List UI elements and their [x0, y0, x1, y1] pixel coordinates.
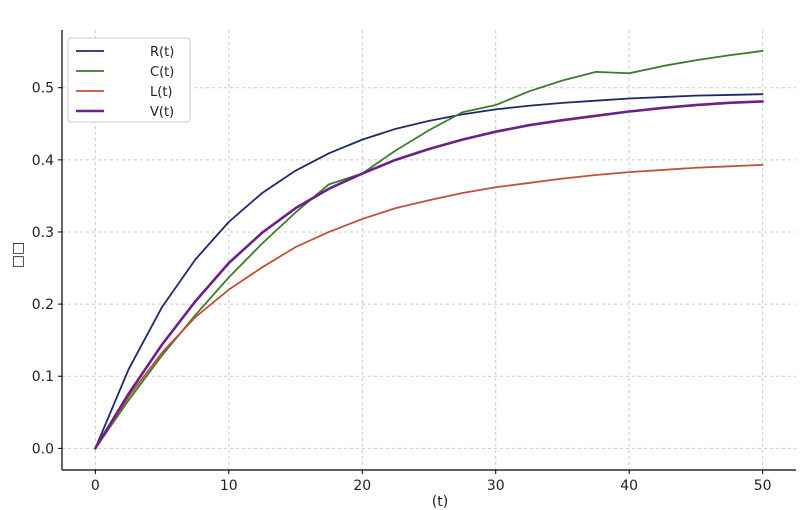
series-lines — [94, 50, 764, 450]
series-line-rt — [94, 93, 764, 450]
grid — [62, 30, 796, 470]
series-line-lt — [94, 163, 764, 450]
x-tick-label: 20 — [353, 478, 371, 494]
tick-labels: 0 10 20 30 40 50 0.0 0.1 0.2 0.3 0.4 0.5 — [32, 81, 772, 494]
y-tick-label: 0.0 — [32, 441, 54, 457]
legend-label: L(t) — [150, 85, 172, 100]
axes — [61, 30, 796, 471]
y-tick-label: 0.3 — [32, 225, 54, 241]
series-line-ct — [94, 50, 764, 450]
legend-label: V(t) — [150, 105, 174, 120]
x-tick-label: 50 — [754, 478, 772, 494]
series-line-vt — [94, 100, 764, 450]
y-tick-label: 0.5 — [32, 81, 54, 97]
y-tick-label: 0.2 — [32, 297, 54, 313]
x-tick-label: 10 — [220, 478, 238, 494]
y-axis-label: □□ — [10, 242, 26, 268]
x-tick-label: 30 — [487, 478, 505, 494]
legend-box — [67, 37, 191, 123]
x-tick-label: 40 — [620, 478, 638, 494]
y-tick-label: 0.4 — [32, 153, 54, 169]
x-axis-label: (t) — [432, 494, 448, 510]
x-tick-label: 0 — [91, 478, 100, 494]
legend-label: R(t) — [150, 45, 174, 60]
legend-label: C(t) — [150, 65, 174, 80]
y-tick-label: 0.1 — [32, 369, 54, 385]
legend: R(t) C(t) L(t) V(t) — [67, 37, 191, 123]
